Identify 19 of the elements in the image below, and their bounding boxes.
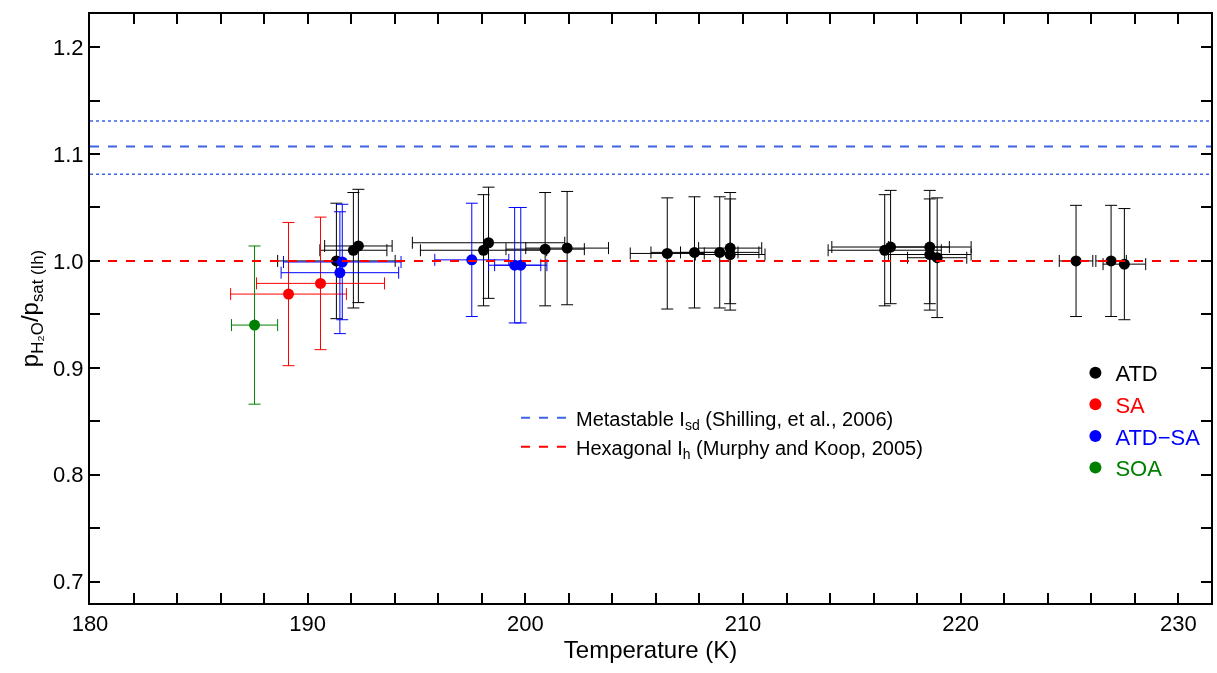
legend-label: SA <box>1115 392 1146 418</box>
y-tick-label: 1.0 <box>53 248 84 274</box>
y-tick-label: 0.9 <box>53 355 84 381</box>
legend-label: ATD−SA <box>1115 424 1201 450</box>
legend-label: ATD <box>1115 361 1158 387</box>
x-tick-label: 220 <box>942 611 980 637</box>
y-tick-label: 1.2 <box>53 34 84 60</box>
y-tick-label: 0.8 <box>53 462 84 488</box>
x-tick-label: 190 <box>289 611 327 637</box>
x-axis-title: Temperature (K) <box>563 636 738 664</box>
legend-label: Hexagonal I$_{h}$ (Murphy and Koop, 2005) <box>575 436 923 462</box>
y-tick-label: 1.1 <box>53 141 84 167</box>
x-tick-label: 230 <box>1159 611 1197 637</box>
legend-label: Metastable I$_{sd}$ (Shilling, et al., 2006) <box>575 407 894 433</box>
x-tick-label: 200 <box>506 611 544 637</box>
x-tick-label: 180 <box>71 611 109 637</box>
x-tick-label: 210 <box>724 611 762 637</box>
legend-label: SOA <box>1115 456 1163 482</box>
y-tick-label: 0.7 <box>53 569 84 595</box>
